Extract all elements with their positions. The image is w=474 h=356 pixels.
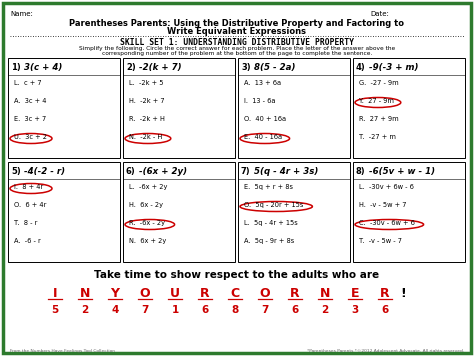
Text: N.  6x + 2y: N. 6x + 2y <box>129 238 166 244</box>
Text: R: R <box>290 287 300 300</box>
Text: 8(5 - 2a): 8(5 - 2a) <box>254 63 295 72</box>
Text: 4): 4) <box>356 63 366 72</box>
Bar <box>353 58 465 158</box>
Text: -4(-2 - r): -4(-2 - r) <box>24 167 65 176</box>
Text: SKILL SET 1: UNDERSTANDING DISTRIBUTIVE PROPERTY: SKILL SET 1: UNDERSTANDING DISTRIBUTIVE … <box>120 38 354 47</box>
Text: A.  5q - 9r + 8s: A. 5q - 9r + 8s <box>244 238 294 244</box>
Text: 2: 2 <box>82 305 89 315</box>
Text: *Parentheses Parents *©2012 Adolescent Advocate. All rights reserved.: *Parentheses Parents *©2012 Adolescent A… <box>307 349 464 353</box>
Text: 1: 1 <box>172 305 179 315</box>
Text: E.  5q + r + 8s: E. 5q + r + 8s <box>244 184 293 190</box>
Text: 5(q - 4r + 3s): 5(q - 4r + 3s) <box>254 167 319 176</box>
Text: L.  -2k + 5: L. -2k + 5 <box>129 80 164 86</box>
Text: 3): 3) <box>241 63 251 72</box>
Text: 8): 8) <box>356 167 365 176</box>
Text: I.  8 + 4r: I. 8 + 4r <box>14 184 43 190</box>
Bar <box>238 162 350 262</box>
Text: A.  -6 - r: A. -6 - r <box>14 238 41 244</box>
Text: T.  -v - 5w - 7: T. -v - 5w - 7 <box>359 238 402 244</box>
Text: U: U <box>170 287 180 300</box>
Text: -9(-3 + m): -9(-3 + m) <box>369 63 419 72</box>
Bar <box>123 162 235 262</box>
Text: Write Equivalent Expressions: Write Equivalent Expressions <box>167 27 307 36</box>
Text: 7: 7 <box>141 305 149 315</box>
Text: O.  6 + 4r: O. 6 + 4r <box>14 202 46 208</box>
Text: O.  40 + 16a: O. 40 + 16a <box>244 116 286 122</box>
Text: L.  5q - 4r + 15s: L. 5q - 4r + 15s <box>244 220 298 226</box>
Text: O: O <box>140 287 150 300</box>
Text: 4: 4 <box>111 305 118 315</box>
Text: N.  -2k - H: N. -2k - H <box>129 134 162 140</box>
Text: 5): 5) <box>11 167 21 176</box>
Text: From the Numbers Have Feelings Tool Collection: From the Numbers Have Feelings Tool Coll… <box>10 349 115 353</box>
Text: N: N <box>80 287 90 300</box>
Bar <box>123 58 235 158</box>
Text: 6: 6 <box>201 305 209 315</box>
Text: 7): 7) <box>241 167 251 176</box>
Text: Take time to show respect to the adults who are: Take time to show respect to the adults … <box>94 270 380 280</box>
Text: !: ! <box>400 287 406 300</box>
Text: G.  -27 - 9m: G. -27 - 9m <box>359 80 399 86</box>
Text: C: C <box>230 287 239 300</box>
Text: C.  -30v - 6w + 6: C. -30v - 6w + 6 <box>359 220 415 226</box>
Text: E: E <box>351 287 359 300</box>
Text: L.  -30v + 6w - 6: L. -30v + 6w - 6 <box>359 184 414 190</box>
Text: E.  40 - 16a: E. 40 - 16a <box>244 134 282 140</box>
Text: Y.  27 - 9m: Y. 27 - 9m <box>359 98 394 104</box>
Text: 1): 1) <box>11 63 21 72</box>
Text: T.  8 - r: T. 8 - r <box>14 220 37 226</box>
Text: -2(k + 7): -2(k + 7) <box>139 63 182 72</box>
Text: Y: Y <box>110 287 119 300</box>
Bar <box>238 58 350 158</box>
Text: H.  -2k + 7: H. -2k + 7 <box>129 98 164 104</box>
Bar <box>8 162 120 262</box>
Text: L.  -6x + 2y: L. -6x + 2y <box>129 184 167 190</box>
Text: E.  3c + 7: E. 3c + 7 <box>14 116 46 122</box>
Text: A.  3c + 4: A. 3c + 4 <box>14 98 46 104</box>
Text: O.  5q - 20r + 15s: O. 5q - 20r + 15s <box>244 202 303 208</box>
Text: 2): 2) <box>126 63 136 72</box>
Text: R: R <box>380 287 390 300</box>
Text: 6: 6 <box>382 305 389 315</box>
Bar <box>353 162 465 262</box>
Text: -(6x + 2y): -(6x + 2y) <box>139 167 187 176</box>
Text: Name:: Name: <box>10 11 33 17</box>
Text: 3(c + 4): 3(c + 4) <box>24 63 63 72</box>
Text: R: R <box>200 287 210 300</box>
Text: T.  -27 + m: T. -27 + m <box>359 134 396 140</box>
Text: 2: 2 <box>321 305 328 315</box>
Text: 6): 6) <box>126 167 136 176</box>
Text: 6: 6 <box>292 305 299 315</box>
Text: 7: 7 <box>261 305 269 315</box>
Text: U.  3c + 2: U. 3c + 2 <box>14 134 47 140</box>
Text: 5: 5 <box>51 305 59 315</box>
Bar <box>8 58 120 158</box>
Text: 3: 3 <box>351 305 359 315</box>
Text: A.  13 + 6a: A. 13 + 6a <box>244 80 281 86</box>
Text: corresponding number of the problem at the bottom of the page to complete the se: corresponding number of the problem at t… <box>102 51 372 56</box>
Text: 8: 8 <box>231 305 238 315</box>
Text: R.  -2k + H: R. -2k + H <box>129 116 165 122</box>
Text: -6(5v + w - 1): -6(5v + w - 1) <box>369 167 435 176</box>
Text: Date:: Date: <box>370 11 389 17</box>
Text: Simplify the following. Circle the correct answer for each problem. Place the le: Simplify the following. Circle the corre… <box>79 46 395 51</box>
Text: L.  c + 7: L. c + 7 <box>14 80 42 86</box>
Text: H.  6x - 2y: H. 6x - 2y <box>129 202 163 208</box>
Text: R.  -6x - 2y: R. -6x - 2y <box>129 220 165 226</box>
Text: R.  27 + 9m: R. 27 + 9m <box>359 116 399 122</box>
Text: H.  -v - 5w + 7: H. -v - 5w + 7 <box>359 202 407 208</box>
Text: Parentheses Parents: Using the Distributive Property and Factoring to: Parentheses Parents: Using the Distribut… <box>70 19 404 28</box>
Text: N: N <box>320 287 330 300</box>
Text: I: I <box>53 287 57 300</box>
Text: O: O <box>260 287 270 300</box>
Text: I.  13 - 6a: I. 13 - 6a <box>244 98 275 104</box>
